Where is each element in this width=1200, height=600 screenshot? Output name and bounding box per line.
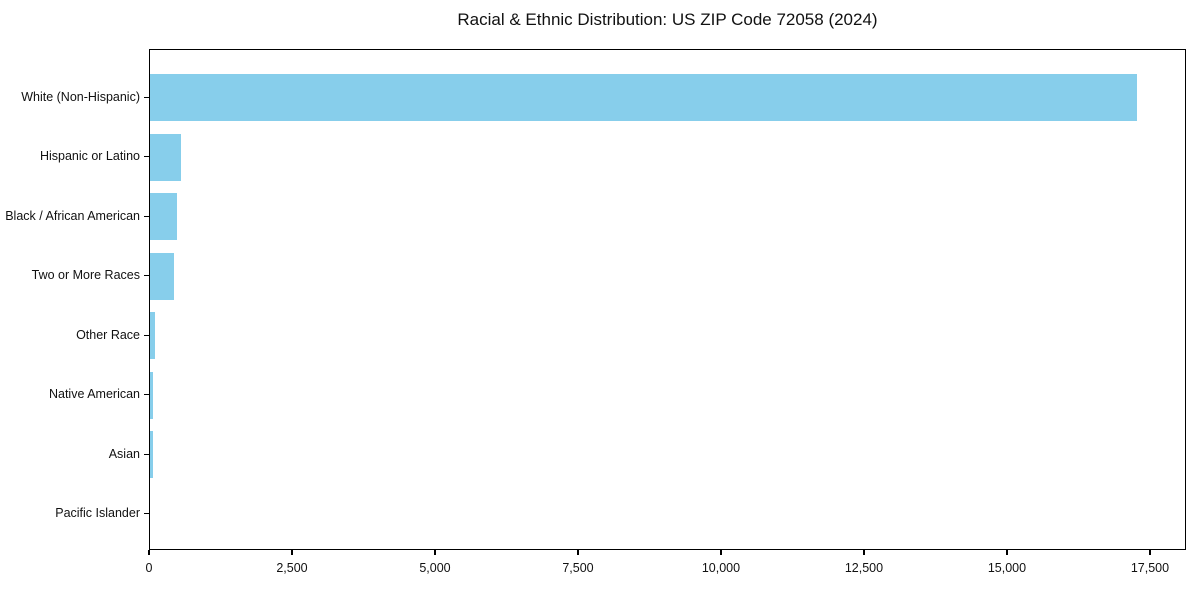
x-tick-label: 7,500 [562, 561, 594, 575]
x-tick-label: 12,500 [844, 561, 884, 575]
bar-two-or-more-races [150, 252, 174, 300]
x-tick-mark [863, 550, 865, 555]
plot-area [149, 49, 1186, 550]
x-tick-label: 0 [145, 561, 153, 575]
y-tick-mark [144, 215, 149, 217]
y-tick-label: White (Non-Hispanic) [21, 89, 140, 104]
x-tick-mark [148, 550, 150, 555]
x-tick-label: 2,500 [276, 561, 308, 575]
x-tick-mark [434, 550, 436, 555]
x-tick-label: 10,000 [701, 561, 741, 575]
y-tick-mark [144, 394, 149, 396]
y-tick-label: Hispanic or Latino [39, 149, 140, 163]
y-tick-mark [144, 334, 149, 336]
bar-asian [150, 431, 153, 478]
y-tick-label: Asian [108, 446, 140, 461]
bar-white-non-hispanic [150, 74, 1137, 121]
bar-hispanic-or-latino [150, 133, 181, 181]
x-tick-mark [1149, 550, 1151, 555]
x-tick-mark [1006, 550, 1008, 555]
y-tick-mark [144, 275, 149, 277]
y-tick-mark [144, 96, 149, 98]
bar-other-race [150, 312, 155, 359]
y-tick-mark [144, 453, 149, 455]
x-tick-mark [577, 550, 579, 555]
bar-black-african-american [150, 193, 177, 240]
x-tick-mark [291, 550, 293, 555]
x-tick-label: 17,500 [1130, 561, 1170, 575]
y-tick-label: Other Race [76, 327, 140, 342]
x-tick-label: 15,000 [987, 561, 1027, 575]
x-tick-mark [720, 550, 722, 555]
x-tick-label: 5,000 [419, 561, 451, 575]
y-tick-label: Two or More Races [31, 268, 140, 282]
y-tick-label: Native American [48, 387, 140, 401]
y-tick-label: Black / African American [5, 208, 140, 223]
y-tick-mark [144, 513, 149, 515]
y-tick-mark [144, 156, 149, 158]
chart-title: Racial & Ethnic Distribution: US ZIP Cod… [457, 10, 878, 29]
y-tick-label: Pacific Islander [55, 506, 140, 520]
bar-native-american [150, 371, 153, 419]
